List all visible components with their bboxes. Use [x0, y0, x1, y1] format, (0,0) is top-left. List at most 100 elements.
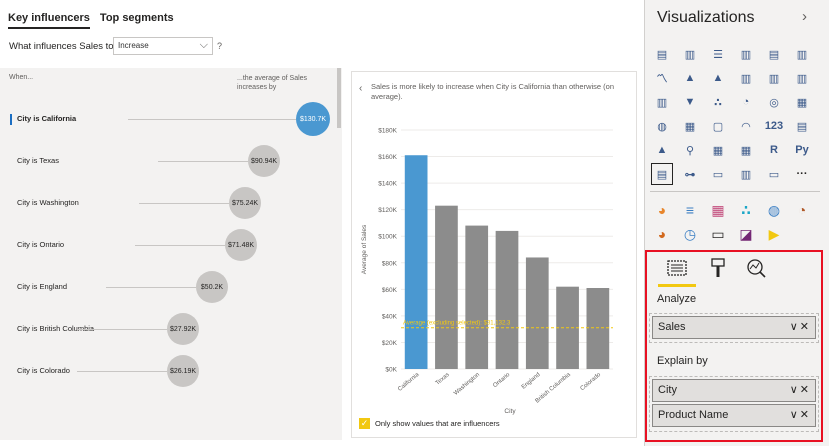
fields-icon[interactable] — [665, 257, 689, 279]
shape-map-icon[interactable]: ▢ — [712, 120, 724, 133]
influencer-bubble[interactable]: $26.19K — [167, 355, 199, 387]
power-apps-icon[interactable]: ◪ — [739, 225, 753, 242]
stacked-column-icon[interactable]: ▥ — [684, 48, 696, 61]
influencer-label[interactable]: City is Washington — [17, 198, 79, 207]
influencer-bubble[interactable]: $130.7K — [296, 102, 330, 136]
analytics-icon[interactable] — [744, 257, 768, 279]
influencer-bubble[interactable]: $71.48K — [225, 229, 257, 261]
influencer-bubble[interactable]: $90.94K — [248, 145, 280, 177]
treemap-icon[interactable]: ▦ — [796, 96, 808, 109]
bubbles-visual-icon[interactable]: ∴ — [741, 201, 751, 218]
back-chevron-icon[interactable]: ‹ — [359, 83, 363, 94]
flow-visual-icon[interactable]: ≡ — [685, 202, 695, 218]
explain-field-product-name[interactable]: Product Name ∨✕ — [652, 404, 816, 427]
play-axis-icon[interactable]: ▶ — [768, 225, 780, 242]
100-bar-icon[interactable]: ▤ — [768, 48, 780, 61]
bar — [495, 230, 519, 369]
checkbox-checked-icon[interactable]: ✓ — [359, 418, 370, 429]
python-visual-icon[interactable]: Py — [795, 144, 809, 156]
influencer-label[interactable]: City is England — [17, 282, 68, 291]
influencer-bubble[interactable]: $27.92K — [167, 313, 199, 345]
influencer-bubble[interactable]: $75.24K — [229, 187, 261, 219]
selected-row-indicator — [10, 114, 12, 125]
funnel-icon[interactable]: ▼ — [684, 96, 696, 108]
fish-visual-icon[interactable]: ◕ — [657, 202, 667, 218]
tiles-visual-icon[interactable]: ▦ — [711, 201, 725, 218]
smart-narrative-icon[interactable]: ▥ — [740, 168, 752, 181]
paginated-icon[interactable]: ▭ — [768, 168, 780, 181]
gauge-visual-icon[interactable]: ◷ — [683, 225, 697, 242]
question-prefix: What influences Sales to — [9, 41, 114, 52]
scatter-icon[interactable]: ∴ — [714, 96, 722, 109]
field-controls-icon[interactable]: ∨✕ — [789, 321, 811, 333]
bar — [586, 288, 610, 369]
influencer-label[interactable]: City is Texas — [17, 156, 59, 165]
tab-key-influencers[interactable]: Key influencers — [8, 12, 90, 29]
line-stacked-column-icon[interactable]: ▥ — [768, 72, 780, 85]
card-icon[interactable]: 123 — [764, 120, 784, 132]
influencer-label[interactable]: City is Colorado — [17, 366, 70, 375]
reference-line-label: Average (excluding selected): $31,132.3 — [403, 321, 511, 327]
tab-top-segments[interactable]: Top segments — [99, 12, 174, 24]
pie-visual-icon[interactable]: ◕ — [657, 226, 667, 242]
clustered-column-icon[interactable]: ▥ — [740, 48, 752, 61]
area-chart-icon[interactable]: ▲ — [684, 72, 696, 84]
field-name: City — [658, 384, 677, 396]
collapse-pane-icon[interactable]: › — [802, 8, 807, 25]
table-icon[interactable]: ▦ — [712, 144, 724, 157]
qa-icon[interactable]: ▭ — [712, 168, 724, 181]
multirow-card-icon[interactable]: ▤ — [796, 120, 808, 133]
filled-map-icon[interactable]: ▦ — [684, 120, 696, 133]
field-controls-icon[interactable]: ∨✕ — [789, 409, 811, 421]
pie-icon[interactable]: ◔ — [742, 96, 750, 108]
format-paint-icon[interactable] — [706, 257, 730, 279]
bar — [404, 155, 428, 369]
influencer-label[interactable]: City is Ontario — [17, 240, 65, 249]
bar — [525, 257, 549, 369]
y-tick-label: $0K — [385, 367, 397, 374]
line-column-icon[interactable]: ▥ — [740, 72, 752, 85]
explain-by-label: Explain by — [657, 355, 708, 367]
key-influencers-icon[interactable]: ▤ — [651, 163, 673, 185]
clustered-bar-icon[interactable]: ☰ — [713, 48, 723, 61]
visualizations-title: Visualizations — [657, 9, 755, 26]
y-tick-label: $60K — [382, 287, 398, 294]
map-icon[interactable]: ◍ — [657, 120, 667, 133]
matrix-icon[interactable]: ▦ — [740, 144, 752, 157]
y-tick-label: $160K — [378, 154, 397, 161]
field-name: Sales — [658, 321, 686, 333]
help-icon[interactable]: ? — [217, 41, 223, 51]
stacked-area-icon[interactable]: ▲ — [712, 72, 724, 84]
x-tick-label: Ontario — [492, 372, 511, 390]
kpi-icon[interactable]: ▲ — [656, 144, 668, 156]
influencer-bubble[interactable]: $50.2K — [196, 271, 228, 303]
slicer-icon[interactable]: ⚲ — [685, 144, 695, 157]
gallery-divider — [650, 191, 820, 192]
detail-panel — [351, 71, 637, 438]
field-controls-icon[interactable]: ∨✕ — [789, 384, 811, 396]
gauge-icon[interactable]: ◠ — [741, 120, 751, 133]
more-icon[interactable]: ··· — [796, 168, 808, 180]
direction-dropdown[interactable]: Increase ⌵ — [113, 37, 213, 55]
globe-visual-icon[interactable]: ◍ — [767, 201, 781, 218]
influencer-label[interactable]: City is California — [17, 114, 77, 123]
waterfall-icon[interactable]: ▥ — [656, 96, 668, 109]
line-chart-icon[interactable]: 〽 — [656, 73, 668, 85]
influencer-filter-checkbox-row[interactable]: ✓ Only show values that are influencers — [359, 418, 500, 429]
stacked-bar-icon[interactable]: ▤ — [656, 48, 668, 61]
influencer-connector — [135, 245, 225, 246]
influencer-connector — [77, 329, 167, 330]
ribbon-chart-icon[interactable]: ▥ — [796, 72, 808, 85]
donut-icon[interactable]: ◎ — [769, 96, 779, 109]
list-scrollbar[interactable] — [337, 68, 341, 128]
screen-visual-icon[interactable]: ▭ — [711, 225, 725, 242]
influencer-label[interactable]: City is British Columbia — [17, 324, 95, 333]
y-tick-label: $20K — [382, 340, 398, 347]
decomposition-tree-icon[interactable]: ⊶ — [684, 168, 696, 181]
radial-visual-icon[interactable]: ◔ — [797, 202, 807, 218]
explain-by-well — [649, 376, 819, 432]
analyze-field-sales[interactable]: Sales ∨✕ — [652, 316, 816, 339]
r-visual-icon[interactable]: R — [770, 144, 778, 156]
explain-field-city[interactable]: City ∨✕ — [652, 379, 816, 402]
100-column-icon[interactable]: ▥ — [796, 48, 808, 61]
